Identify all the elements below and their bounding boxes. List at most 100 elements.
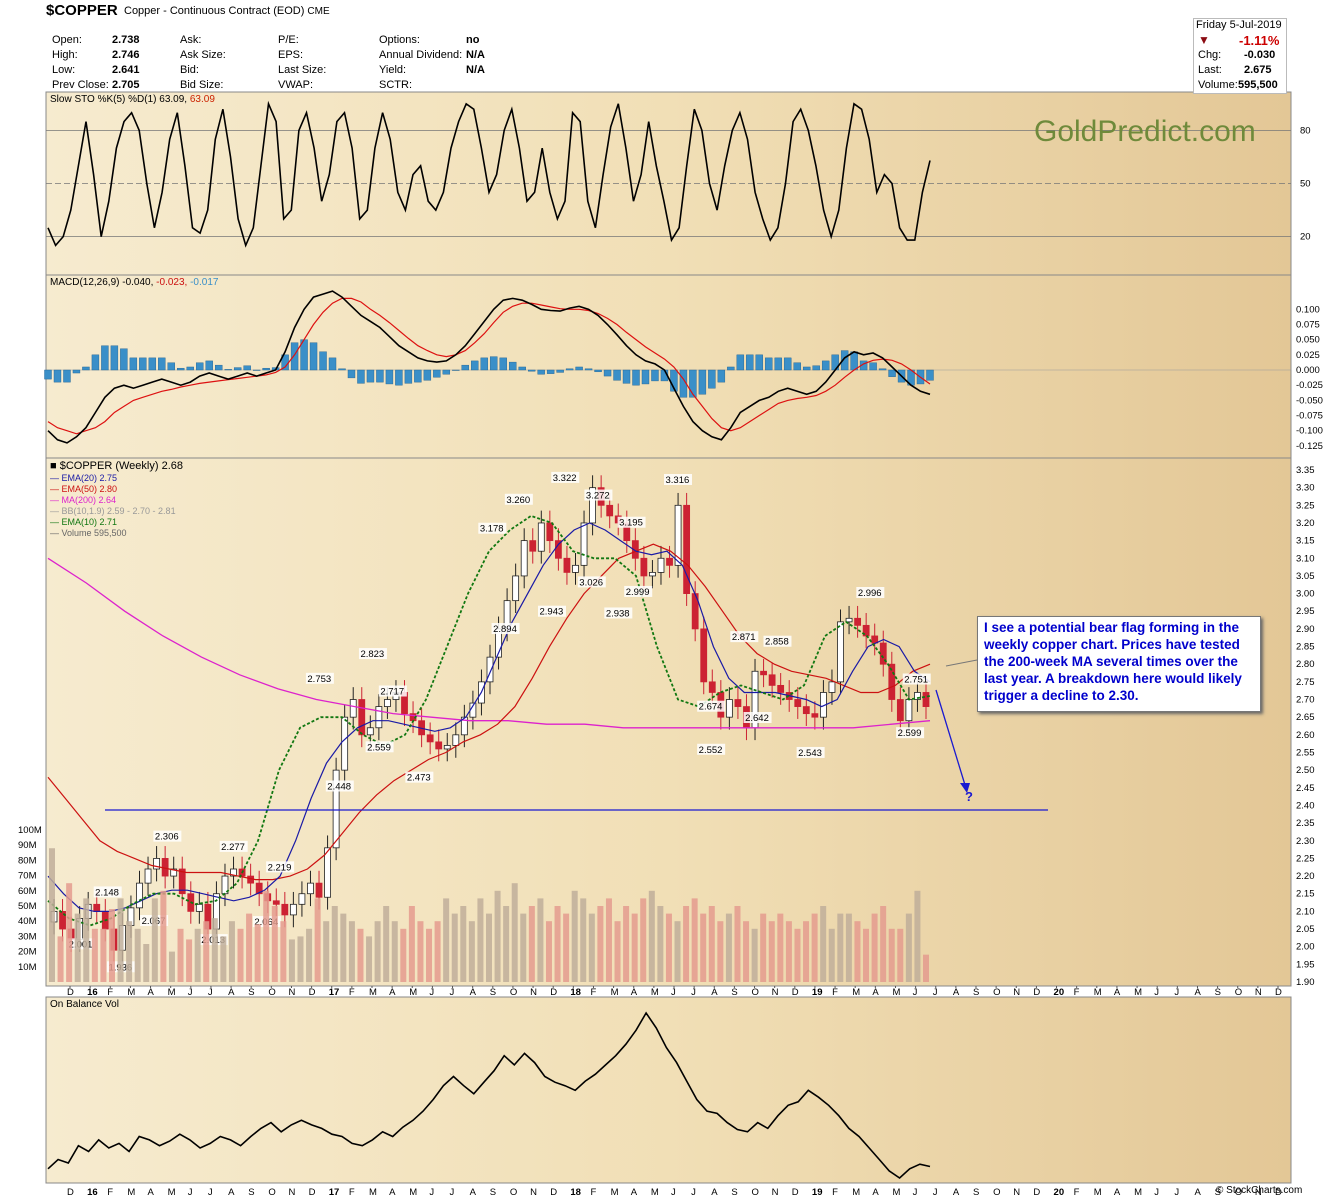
price-label-box: [796, 746, 825, 758]
x-tick-label: S: [731, 987, 737, 998]
volume-bar: [168, 951, 175, 982]
x-tick-label: D: [309, 1187, 316, 1198]
price-label: 3.195: [619, 518, 643, 529]
macd-histogram-bar: [565, 368, 574, 371]
candle-body: [520, 540, 528, 577]
macd-histogram-bar: [840, 350, 849, 371]
x-tick-label: A: [631, 1187, 638, 1198]
down-arrow-icon: ▼: [1198, 33, 1210, 47]
volume-bar: [777, 913, 784, 982]
volume-bar: [785, 921, 792, 982]
x-tick-label: J: [913, 1187, 918, 1198]
quote-field-label: SCTR:: [379, 79, 412, 91]
chg-value: -0.030: [1244, 49, 1276, 61]
volume-bar: [357, 928, 364, 982]
macd-histogram-bar: [480, 357, 488, 371]
price-panel: [45, 457, 1292, 987]
quote-field-value: 2.641: [112, 64, 140, 76]
candle-body: [281, 903, 289, 916]
x-tick-label: M: [611, 1187, 619, 1198]
quote-field-value: no: [466, 34, 480, 46]
ema10-line: [47, 514, 931, 927]
price-tick-label: 3.30: [1296, 483, 1315, 494]
volume-tick-label: 80M: [18, 855, 37, 866]
quote-field-label: EPS:: [278, 49, 304, 61]
volume-bar: [246, 913, 253, 982]
symbol-description: Copper - Continuous Contract (EOD) CME: [124, 5, 330, 17]
price-label: 2.559: [367, 742, 391, 753]
x-tick-label: A: [711, 987, 718, 998]
candle-body: [315, 882, 323, 898]
volume-bar: [905, 913, 912, 982]
volume-bar: [888, 928, 895, 982]
macd-histogram-bar: [803, 366, 811, 371]
macd-histogram-bar: [793, 362, 801, 371]
volume-bar: [528, 906, 535, 982]
price-label: 2.751: [904, 675, 928, 686]
macd-histogram-bar: [328, 357, 337, 371]
volume-bar: [194, 928, 201, 982]
x-tick-label: M: [127, 1187, 135, 1198]
x-tick-label: J: [1174, 987, 1179, 998]
x-tick-label: F: [590, 987, 596, 998]
x-tick-label: M: [852, 1187, 860, 1198]
volume-bar: [640, 898, 647, 982]
volume-bar: [588, 913, 595, 982]
macd-histogram-bar: [442, 369, 451, 375]
candle-body: [734, 699, 742, 707]
macd-histogram-bar: [366, 369, 375, 383]
price-legend: ■ $COPPER (Weekly) 2.68: [50, 460, 183, 472]
x-tick-label: J: [429, 1187, 434, 1198]
ema50-line: [47, 543, 931, 881]
price-label-box: [896, 727, 925, 739]
price-label-box: [551, 471, 580, 483]
volume-tick-label: 100M: [18, 825, 42, 836]
x-tick-label: O: [268, 987, 275, 998]
volume-bar: [623, 906, 630, 982]
price-label-box: [856, 586, 885, 598]
candle-body: [307, 882, 314, 895]
candle-body: [896, 699, 904, 722]
x-tick-label: D: [1275, 1187, 1282, 1198]
macd-histogram-bar: [613, 369, 621, 381]
macd-histogram-bar: [518, 366, 526, 371]
candle-body: [589, 487, 596, 524]
volume-bar: [417, 921, 424, 982]
x-tick-label: A: [148, 987, 155, 998]
volume-bar: [280, 921, 287, 982]
candle-body: [529, 540, 537, 552]
macd-histogram-bar: [594, 369, 602, 373]
ema20-line: [47, 522, 931, 913]
quote-field-label: P/E:: [278, 34, 299, 46]
price-label: 2.674: [699, 702, 723, 713]
volume-bar: [228, 921, 235, 982]
price-label: 2.552: [699, 745, 723, 756]
price-legend-item: — Volume 595,500: [50, 528, 127, 538]
volume-bar: [391, 921, 398, 982]
x-tick-label: J: [208, 987, 213, 998]
price-legend-item: — MA(200) 2.64: [50, 495, 117, 505]
macd-histogram-bar: [746, 354, 754, 371]
macd-histogram-bar: [376, 369, 384, 383]
x-tick-label: O: [1235, 987, 1242, 998]
x-tick-label: A: [872, 987, 879, 998]
watermark: GoldPredict.com: [1034, 115, 1256, 148]
x-tick-label: M: [1094, 1187, 1102, 1198]
price-label: 2.219: [268, 862, 292, 873]
volume-bar: [211, 918, 218, 982]
macd-histogram-bar: [499, 357, 507, 371]
volume-bar: [443, 898, 450, 982]
volume-bar: [451, 913, 458, 982]
x-tick-label: M: [651, 1187, 659, 1198]
volume-bar: [554, 906, 561, 982]
quote-field-value: 2.705: [112, 79, 140, 91]
price-label: 3.272: [586, 491, 610, 502]
price-label-box: [365, 741, 394, 753]
volume-bar: [648, 890, 655, 982]
quote-date: Friday 5-Jul-2019: [1196, 19, 1282, 31]
volume-bar: [897, 928, 904, 982]
macd-panel: [45, 274, 1292, 459]
price-tick-label: 2.60: [1296, 730, 1315, 741]
x-tick-label: J: [429, 987, 434, 998]
volume-bar: [854, 921, 861, 982]
